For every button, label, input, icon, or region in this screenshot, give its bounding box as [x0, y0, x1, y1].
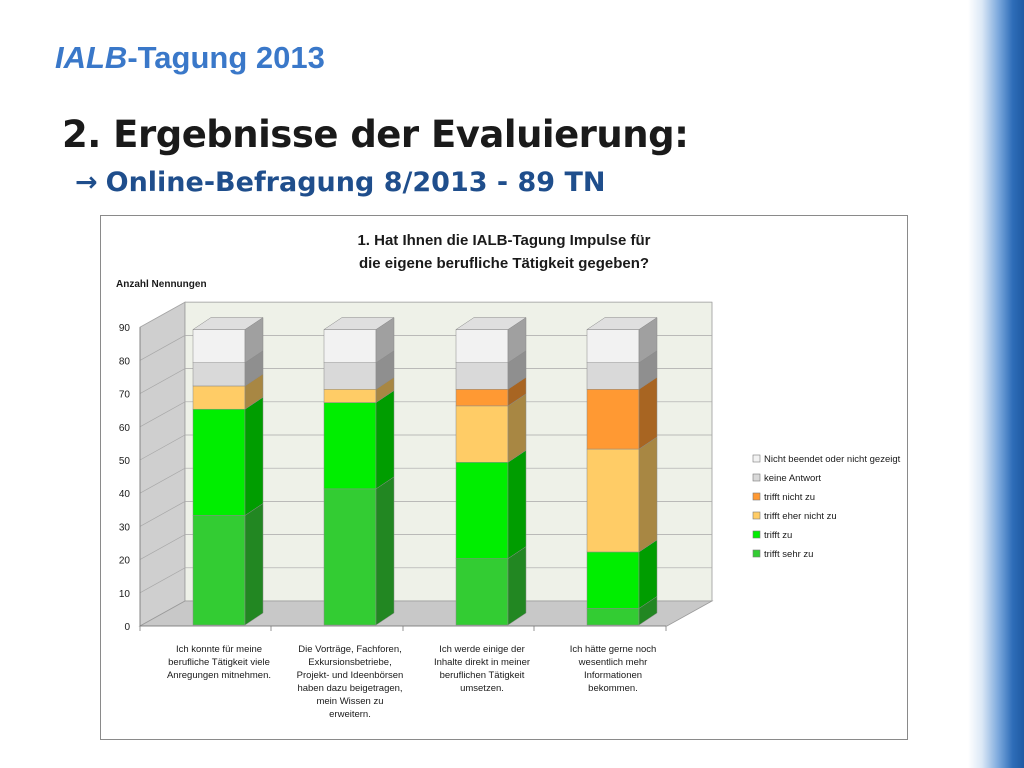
y-tick-label: 80: [119, 356, 131, 367]
gridline: [139, 534, 712, 560]
gridline: [139, 401, 712, 428]
legend-entry: keine Antwort: [764, 473, 821, 484]
chart-title-line: 1. Hat Ihnen die IALB-Tagung Impulse für: [357, 232, 650, 249]
x-category-label: wesentlich mehr: [578, 657, 648, 668]
legend-entry: trifft eher nicht zu: [764, 511, 837, 522]
x-category-label: mein Wissen zu: [316, 696, 383, 707]
x-category-label: Ich hätte gerne noch: [570, 644, 657, 655]
bar-segment: [323, 488, 377, 626]
x-category-label: erweitern.: [329, 709, 371, 720]
bar-segment: [455, 389, 509, 407]
x-category-label: Ich werde einige der: [439, 644, 525, 655]
header-title-italic: IALB: [55, 40, 128, 75]
subheading-text: Online-Befragung 8/2013 - 89 TN: [105, 167, 606, 198]
bar-segment: [323, 329, 377, 363]
x-category-label: bekommen.: [588, 683, 638, 694]
bar-segment-side: [507, 546, 527, 626]
legend-entry: trifft zu: [764, 530, 792, 541]
bar-segment: [586, 608, 640, 626]
bar-segment: [192, 329, 246, 363]
bar-segment: [192, 385, 246, 410]
x-category-label: beruflichen Tätigkeit: [440, 670, 525, 681]
bar-segment-side: [638, 436, 658, 553]
bar-segment: [323, 389, 377, 403]
bar-segment: [586, 329, 640, 363]
bar-segment: [586, 551, 640, 609]
legend-swatch: [752, 473, 761, 482]
legend-swatch: [752, 549, 761, 558]
gridline: [139, 335, 712, 361]
gridline: [139, 368, 712, 394]
y-tick-label: 10: [119, 589, 131, 600]
header-title-rest: -Tagung 2013: [127, 40, 325, 75]
gridline: [139, 467, 712, 494]
bar-top: [192, 317, 264, 330]
bar-top: [323, 317, 395, 330]
bar-segment: [586, 389, 640, 450]
legend-entry: trifft nicht zu: [764, 492, 815, 503]
y-tick-label: 20: [119, 556, 131, 567]
bar-segment: [455, 405, 509, 463]
x-category-label: Ich konnte für meine: [176, 644, 262, 655]
x-category-label: Informationen: [584, 670, 642, 681]
slide-side-band: [968, 0, 1024, 768]
bar-segment: [323, 362, 377, 390]
bar-segment-side: [638, 376, 658, 450]
y-tick-label: 70: [119, 390, 131, 401]
x-category-label: Die Vorträge, Fachforen,: [298, 644, 402, 655]
y-tick-label: 30: [119, 522, 131, 533]
bar-segment-side: [375, 390, 395, 490]
x-category-label: Projekt- und Ideenbörsen: [297, 670, 404, 681]
legend-entry: Nicht beendet oder nicht gezeigt: [764, 454, 901, 465]
bar-segment: [455, 558, 509, 626]
slide-heading: 2. Ergebnisse der Evaluierung:: [62, 113, 689, 156]
x-category-label: Exkursionsbetriebe,: [308, 657, 391, 668]
right-arrow-icon: →: [75, 167, 98, 198]
bar-top: [586, 317, 658, 330]
bar-segment: [586, 448, 640, 553]
y-tick-label: 40: [119, 489, 131, 500]
x-category-label: berufliche Tätigkeit viele: [168, 657, 270, 668]
gridline: [139, 434, 712, 461]
bar-segment: [586, 362, 640, 390]
survey-chart: 1. Hat Ihnen die IALB-Tagung Impulse für…: [116, 232, 901, 720]
legend-swatch: [752, 511, 761, 520]
chart-side-wall: [139, 301, 186, 627]
bar-segment-side: [244, 396, 264, 516]
y-axis-label: Anzahl Nennungen: [116, 279, 207, 290]
y-tick-label: 60: [119, 423, 131, 434]
x-category-label: umsetzen.: [460, 683, 504, 694]
gridline: [139, 567, 712, 594]
bar-segment: [192, 362, 246, 387]
legend-swatch: [752, 530, 761, 539]
gridline: [139, 501, 712, 527]
bar-top: [455, 317, 527, 330]
slide-subheading: → Online-Befragung 8/2013 - 89 TN: [75, 167, 606, 198]
x-category-label: Inhalte direkt in meiner: [434, 657, 530, 668]
bar-segment-side: [375, 476, 395, 626]
bar-segment: [455, 462, 509, 559]
y-tick-label: 90: [119, 323, 131, 334]
legend-swatch: [752, 492, 761, 501]
slide-header-title: IALB-Tagung 2013: [55, 40, 325, 76]
gridline: [139, 301, 712, 328]
bar-segment: [455, 329, 509, 363]
chart-title-line: die eigene berufliche Tätigkeit gegeben?: [359, 255, 649, 272]
y-tick-label: 0: [124, 622, 130, 633]
bar-segment: [323, 402, 377, 490]
legend-entry: trifft sehr zu: [764, 549, 813, 560]
bar-segment: [192, 408, 246, 516]
bar-segment-side: [507, 449, 527, 560]
bar-segment-side: [244, 502, 264, 626]
x-category-label: Anregungen mitnehmen.: [167, 670, 271, 681]
legend-swatch: [752, 454, 761, 463]
bar-segment: [455, 362, 509, 390]
x-category-label: haben dazu beigetragen,: [297, 683, 402, 694]
bar-segment: [192, 515, 246, 626]
y-tick-label: 50: [119, 456, 131, 467]
